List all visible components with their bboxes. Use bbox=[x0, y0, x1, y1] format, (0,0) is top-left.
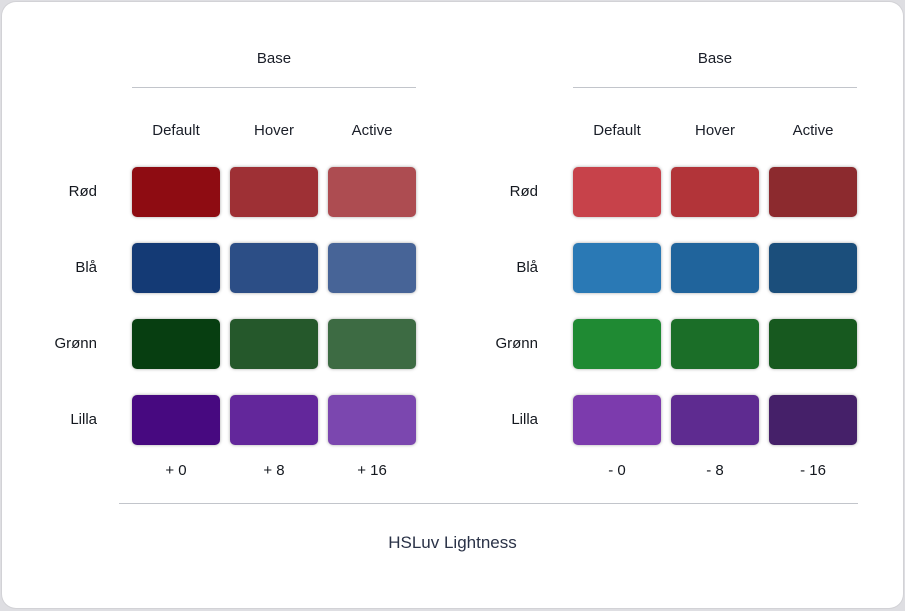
spacer-cell bbox=[471, 121, 563, 141]
color-swatch bbox=[328, 395, 416, 445]
palette-row: Blå bbox=[30, 243, 416, 293]
palette-row: Grønn bbox=[471, 319, 857, 369]
column-header: Active bbox=[351, 122, 393, 139]
step-label: - 8 bbox=[706, 462, 724, 479]
row-label: Lilla bbox=[70, 411, 97, 428]
row-label: Grønn bbox=[495, 335, 538, 352]
step-label: + 16 bbox=[357, 462, 387, 479]
spacer-cell bbox=[471, 87, 563, 88]
column-headers-row: Default Hover Active bbox=[30, 121, 416, 141]
column-headers-row: Default Hover Active bbox=[471, 121, 857, 141]
palette-row: Lilla bbox=[30, 395, 416, 445]
palette-row: Blå bbox=[471, 243, 857, 293]
spacer-cell bbox=[30, 461, 122, 481]
row-label: Blå bbox=[75, 259, 97, 276]
step-labels-row: - 0 - 8 - 16 bbox=[471, 461, 857, 481]
color-swatch bbox=[769, 243, 857, 293]
group-title-row: Base bbox=[30, 49, 416, 69]
palette-row: Grønn bbox=[30, 319, 416, 369]
row-label: Lilla bbox=[511, 411, 538, 428]
column-header: Hover bbox=[253, 122, 294, 139]
color-swatch bbox=[230, 167, 318, 217]
group-underline bbox=[573, 87, 857, 88]
color-swatch bbox=[573, 243, 661, 293]
column-header: Hover bbox=[694, 122, 735, 139]
spacer-cell bbox=[30, 49, 122, 69]
color-swatch bbox=[328, 167, 416, 217]
row-label: Rød bbox=[509, 183, 538, 200]
color-swatch bbox=[230, 243, 318, 293]
step-label: + 8 bbox=[263, 462, 285, 479]
color-swatch bbox=[230, 319, 318, 369]
step-labels-row: + 0 + 8 + 16 bbox=[30, 461, 416, 481]
spacer-cell bbox=[471, 49, 563, 69]
figure-caption: HSLuv Lightness bbox=[388, 533, 517, 552]
column-header: Default bbox=[593, 122, 641, 139]
row-label: Rød bbox=[68, 183, 97, 200]
color-swatch bbox=[132, 167, 220, 217]
group-title: Base bbox=[256, 50, 292, 67]
color-swatch bbox=[769, 319, 857, 369]
panels-row: Base Default Hover Active Rød Blå Grønn Li… bbox=[2, 2, 903, 481]
color-swatch bbox=[132, 395, 220, 445]
row-label: Grønn bbox=[54, 335, 97, 352]
bottom-divider bbox=[119, 503, 858, 504]
group-title-row: Base bbox=[471, 49, 857, 69]
palette-row: Lilla bbox=[471, 395, 857, 445]
panel-base-plus: Base Default Hover Active Rød Blå Grønn Li… bbox=[30, 49, 416, 481]
panel-base-minus: Base Default Hover Active Rød Blå Grønn Li… bbox=[471, 49, 857, 481]
underline-cell bbox=[132, 87, 416, 88]
color-swatch bbox=[573, 319, 661, 369]
color-swatch bbox=[769, 395, 857, 445]
color-swatch bbox=[132, 243, 220, 293]
color-swatch bbox=[328, 243, 416, 293]
color-swatch bbox=[573, 395, 661, 445]
color-swatch bbox=[328, 319, 416, 369]
column-header: Default bbox=[152, 122, 200, 139]
column-header: Active bbox=[792, 122, 834, 139]
group-title: Base bbox=[697, 50, 733, 67]
step-label: - 16 bbox=[800, 462, 826, 479]
color-swatch bbox=[769, 167, 857, 217]
color-swatch bbox=[671, 395, 759, 445]
spacer-cell bbox=[30, 121, 122, 141]
step-label: + 0 bbox=[165, 462, 187, 479]
step-label: - 0 bbox=[608, 462, 626, 479]
color-swatch bbox=[671, 319, 759, 369]
underline-cell bbox=[573, 87, 857, 88]
color-swatch bbox=[132, 319, 220, 369]
spacer-cell bbox=[471, 461, 563, 481]
group-underline-row bbox=[471, 87, 857, 88]
color-swatch bbox=[671, 167, 759, 217]
spacer-cell bbox=[30, 87, 122, 88]
group-underline-row bbox=[30, 87, 416, 88]
row-label: Blå bbox=[516, 259, 538, 276]
color-swatch bbox=[230, 395, 318, 445]
color-swatch bbox=[573, 167, 661, 217]
group-underline bbox=[132, 87, 416, 88]
palette-row: Rød bbox=[30, 167, 416, 217]
color-swatch bbox=[671, 243, 759, 293]
palette-row: Rød bbox=[471, 167, 857, 217]
